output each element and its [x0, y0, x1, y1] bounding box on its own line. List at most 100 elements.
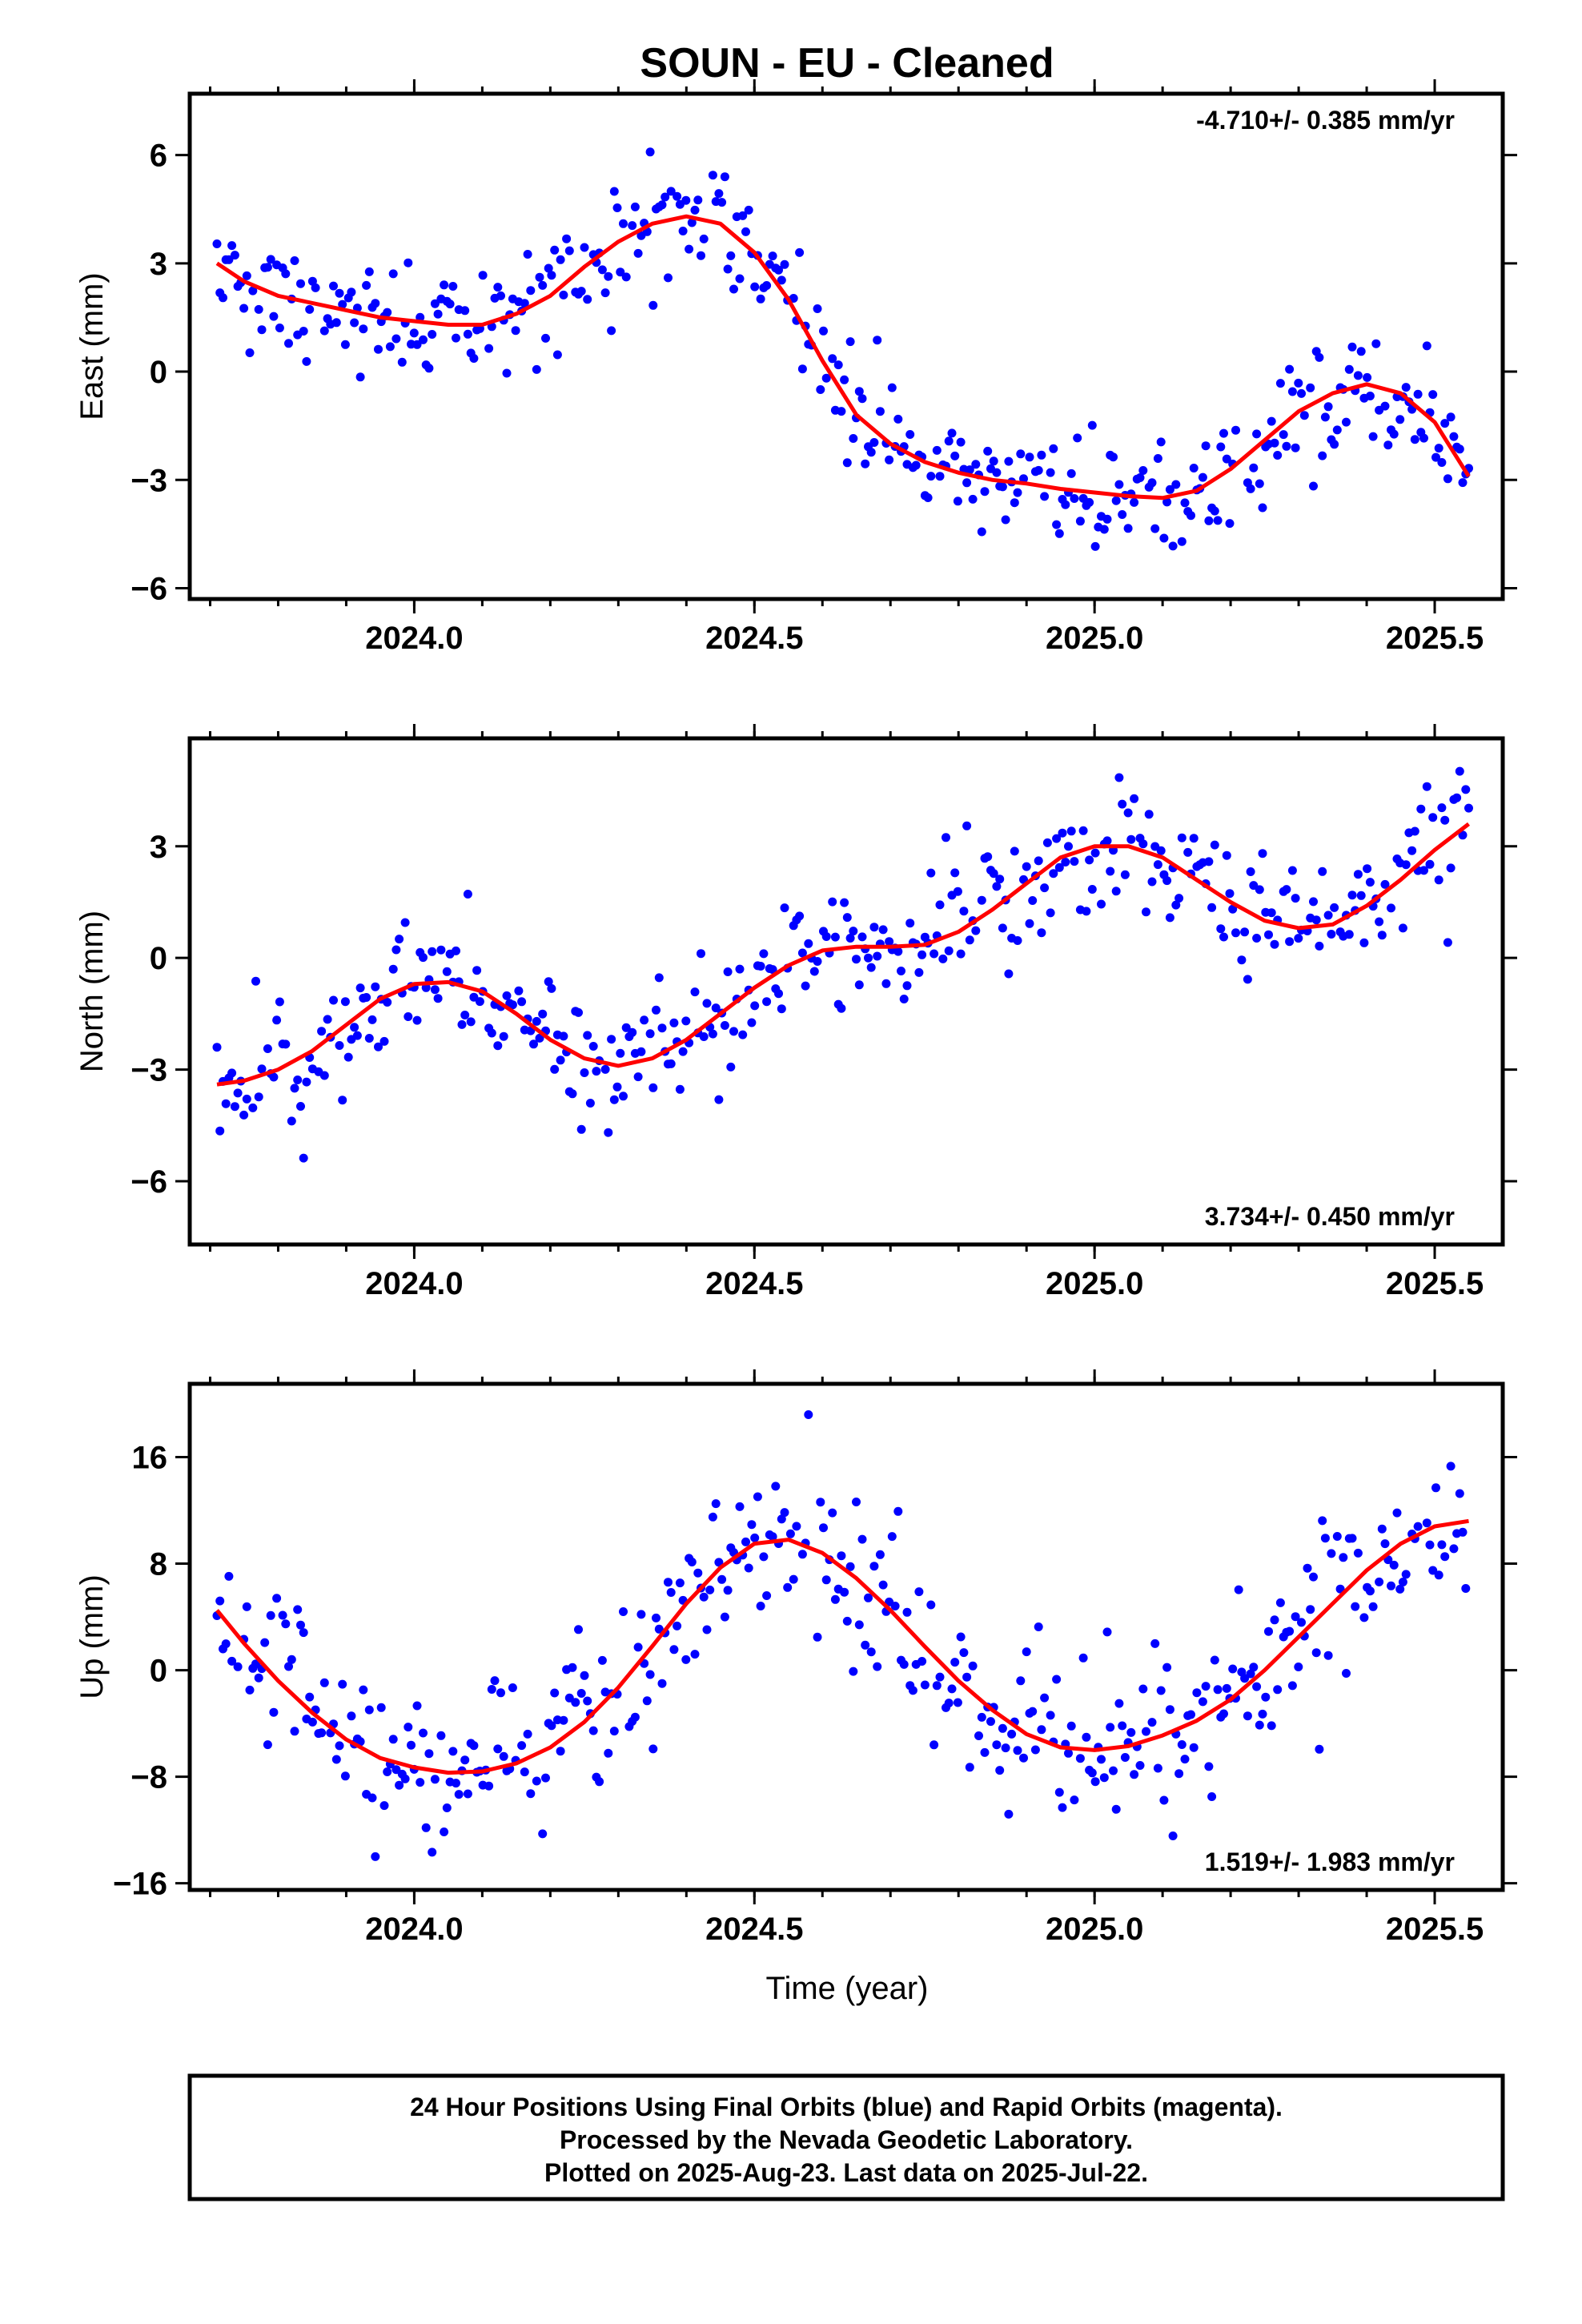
- footer-frame: [187, 2073, 1505, 2201]
- north-data-point: [723, 967, 733, 976]
- up-data-point: [404, 1723, 413, 1732]
- east-data-point: [735, 274, 745, 283]
- east-data-point: [385, 342, 395, 352]
- east-data-point: [350, 318, 359, 328]
- up-data-point: [1461, 1584, 1471, 1593]
- north-data-point: [290, 1084, 299, 1093]
- north-data-point: [1142, 907, 1150, 917]
- north-data-point: [729, 1027, 738, 1036]
- east-data-point: [1413, 389, 1423, 399]
- up-data-point: [296, 1620, 305, 1630]
- north-data-point: [1231, 928, 1240, 938]
- east-data-point: [263, 263, 272, 272]
- north-data-point: [1440, 815, 1450, 825]
- up-data-point: [532, 1776, 541, 1786]
- north-data-point: [1106, 866, 1115, 876]
- north-data-point: [364, 1034, 374, 1043]
- north-x-tick-label: 2025.5: [1386, 1266, 1484, 1301]
- up-data-point: [1287, 1681, 1297, 1691]
- north-data-point: [457, 1019, 467, 1029]
- up-data-point: [1332, 1532, 1342, 1541]
- up-data-point: [576, 1689, 586, 1698]
- north-data-point: [588, 1042, 598, 1051]
- east-data-point: [789, 294, 798, 303]
- up-data-point: [395, 1780, 404, 1790]
- up-data-point: [215, 1596, 225, 1606]
- north-data-point: [1097, 899, 1106, 909]
- up-data-point: [792, 1522, 801, 1531]
- up-data-point: [1106, 1723, 1115, 1732]
- east-data-point: [1016, 449, 1026, 459]
- up-data-point: [583, 1696, 592, 1706]
- up-data-point: [317, 1728, 327, 1738]
- north-data-point: [1258, 849, 1267, 858]
- up-data-point: [1007, 1729, 1017, 1739]
- east-data-point: [633, 248, 643, 258]
- north-data-point: [1064, 842, 1073, 851]
- up-data-point: [845, 1562, 855, 1571]
- east-data-point: [311, 283, 320, 292]
- north-data-point: [917, 950, 927, 959]
- north-data-point: [600, 1064, 610, 1074]
- up-data-point: [281, 1619, 291, 1629]
- up-data-point: [1138, 1684, 1148, 1694]
- east-data-point: [1004, 456, 1014, 466]
- up-data-point: [1054, 1787, 1064, 1797]
- north-data-point: [962, 821, 972, 830]
- east-data-point: [248, 286, 258, 296]
- up-data-point: [783, 1582, 793, 1592]
- east-data-point: [968, 494, 978, 504]
- north-data-point: [1070, 857, 1079, 866]
- north-data-point: [1311, 915, 1321, 925]
- north-data-point: [1422, 782, 1431, 791]
- up-data-point: [1377, 1524, 1387, 1534]
- north-data-point: [230, 1102, 239, 1112]
- north-data-point: [837, 1003, 846, 1013]
- east-y-axis-title: East (mm): [74, 272, 110, 420]
- east-data-point: [230, 251, 239, 260]
- east-data-point: [1109, 452, 1118, 462]
- up-data-point: [520, 1767, 529, 1777]
- up-data-point: [1075, 1754, 1085, 1763]
- east-data-point: [861, 459, 870, 468]
- up-data-point: [819, 1523, 828, 1533]
- north-data-point: [708, 1029, 717, 1039]
- east-data-point: [347, 287, 356, 297]
- east-data-point: [768, 251, 777, 261]
- east-data-point: [1066, 468, 1076, 478]
- north-data-point: [1204, 857, 1214, 866]
- north-data-point: [1090, 848, 1100, 858]
- north-data-point: [1207, 903, 1217, 912]
- north-data-point: [897, 967, 905, 975]
- up-rate-label: 1.519+/- 1.983 mm/yr: [1205, 1848, 1455, 1876]
- up-data-point: [789, 1574, 798, 1584]
- up-data-point: [1028, 1707, 1038, 1716]
- north-data-point: [1114, 773, 1124, 782]
- east-data-point: [762, 281, 772, 290]
- north-data-point: [239, 1110, 249, 1120]
- east-data-point: [1130, 497, 1139, 507]
- east-data-point: [305, 304, 315, 314]
- up-data-point: [935, 1672, 945, 1682]
- east-data-point: [774, 265, 783, 275]
- east-data-point: [544, 263, 553, 273]
- footer-line-2: Processed by the Nevada Geodetic Laborat…: [560, 2125, 1133, 2154]
- east-data-point: [299, 327, 308, 336]
- up-data-point: [319, 1678, 329, 1687]
- up-data-point: [720, 1612, 729, 1622]
- north-data-point: [899, 995, 909, 1003]
- east-data-point: [460, 306, 470, 316]
- up-data-point: [849, 1667, 858, 1676]
- up-data-point: [1066, 1721, 1076, 1731]
- north-data-point: [1171, 900, 1181, 910]
- up-data-point: [1078, 1653, 1088, 1663]
- up-data-point: [1380, 1539, 1390, 1549]
- north-data-point: [616, 1048, 625, 1058]
- east-data-point: [1365, 392, 1375, 400]
- north-data-point: [335, 1041, 344, 1050]
- north-data-point: [576, 1124, 586, 1134]
- north-data-point: [678, 1047, 688, 1056]
- up-data-point: [1142, 1727, 1150, 1736]
- north-data-point: [633, 1072, 643, 1082]
- up-data-point: [1037, 1725, 1046, 1735]
